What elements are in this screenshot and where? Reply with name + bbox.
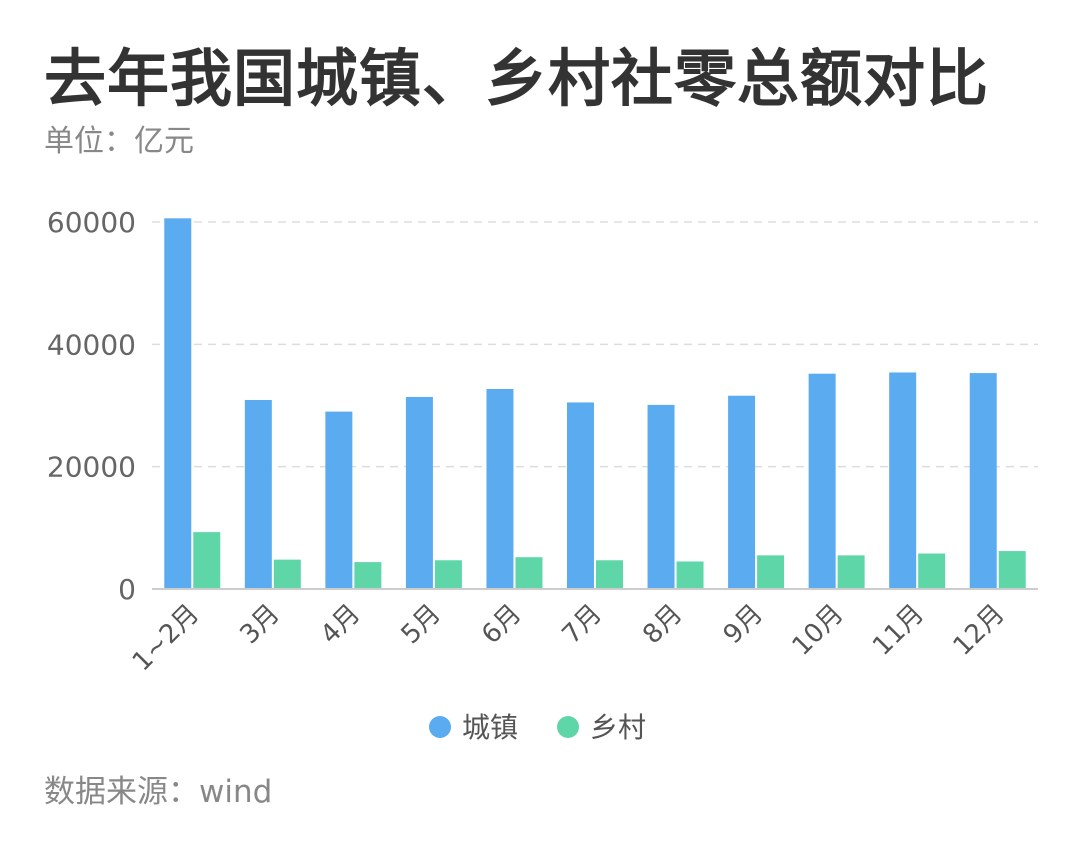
legend: 城镇 乡村 [429, 711, 646, 744]
x-tick-label: 10月 [787, 599, 850, 662]
grid-lines [152, 221, 1038, 468]
x-tick-label: 3月 [234, 599, 285, 650]
y-tick-label: 20000 [47, 451, 136, 484]
bar-城镇 [728, 395, 756, 589]
bar-乡村 [434, 560, 462, 589]
x-tick-label: 8月 [637, 599, 688, 650]
x-tick-label: 1~2月 [127, 599, 205, 677]
chart-title: 去年我国城镇、乡村社零总额对比 [44, 42, 990, 115]
x-tick-label: 4月 [315, 599, 366, 650]
x-tick-label: 9月 [718, 599, 769, 650]
bar-城镇 [244, 399, 272, 589]
source-label: 数据来源：wind [44, 774, 273, 810]
y-tick-label: 0 [118, 573, 136, 606]
bar-城镇 [889, 372, 917, 589]
bars [164, 218, 1026, 589]
bar-城镇 [325, 411, 353, 589]
y-tick-label: 40000 [47, 328, 136, 361]
legend-marker [429, 716, 451, 738]
bar-乡村 [837, 555, 865, 589]
x-tick-label: 6月 [476, 599, 527, 650]
bar-城镇 [969, 373, 997, 589]
bar-乡村 [354, 562, 382, 589]
x-tick-label: 12月 [948, 599, 1011, 662]
bar-城镇 [405, 396, 433, 589]
x-tick-label: 7月 [557, 599, 608, 650]
x-tick-label: 5月 [396, 599, 447, 650]
bar-城镇 [164, 218, 192, 589]
bar-城镇 [647, 404, 675, 589]
bar-乡村 [918, 553, 946, 589]
legend-label: 城镇 [462, 711, 518, 744]
y-tick-label: 60000 [47, 206, 136, 239]
bar-城镇 [567, 402, 594, 589]
bar-乡村 [515, 557, 543, 589]
x-tick-label: 11月 [867, 599, 930, 662]
bar-乡村 [676, 561, 704, 589]
legend-marker [557, 716, 579, 738]
y-axis-ticks: 0 20000 40000 60000 [47, 206, 136, 606]
bar-乡村 [998, 551, 1026, 589]
bar-城镇 [808, 373, 836, 589]
bar-乡村 [273, 559, 301, 589]
x-axis-labels: 1~2月 3月 4月 5月 6月 7月 8月 9月 10月 11月 12月 [127, 599, 1011, 677]
unit-label: 单位：亿元 [44, 124, 194, 159]
bar-城镇 [486, 388, 514, 589]
bar-乡村 [757, 555, 785, 589]
legend-label: 乡村 [590, 711, 646, 744]
bar-乡村 [193, 532, 221, 589]
bar-乡村 [596, 560, 623, 589]
